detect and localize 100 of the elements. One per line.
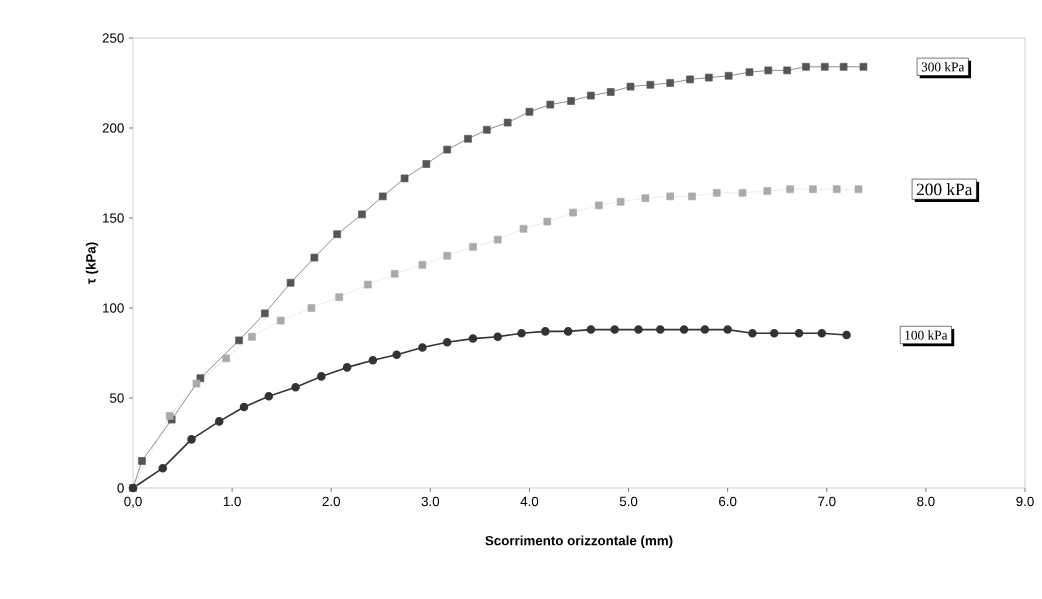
point — [342, 363, 352, 372]
point — [392, 350, 401, 360]
point — [723, 325, 732, 334]
point — [468, 334, 478, 343]
text: 100 kPa — [905, 330, 948, 340]
point — [700, 325, 710, 334]
x-tick-label: 1.0 — [223, 496, 241, 507]
point — [809, 185, 817, 193]
point — [595, 201, 603, 210]
point — [493, 235, 502, 244]
x-tick-label: 4.0 — [520, 496, 539, 507]
point — [368, 355, 378, 365]
point — [493, 332, 502, 342]
point — [763, 187, 772, 195]
x-tick-label: 6.0 — [719, 496, 737, 507]
point — [222, 354, 230, 363]
x-tick-label: 7.0 — [818, 496, 836, 507]
point — [519, 224, 528, 233]
point — [187, 435, 196, 444]
point — [748, 328, 757, 338]
point — [666, 192, 674, 201]
point — [378, 192, 387, 201]
point — [786, 185, 794, 193]
point — [724, 71, 733, 80]
x-tick-label: 2.0 — [322, 496, 340, 507]
point — [517, 328, 526, 338]
point — [418, 343, 427, 352]
point — [854, 185, 863, 193]
point — [469, 242, 477, 251]
point — [820, 62, 829, 71]
x-tick-label: 0,0 — [124, 496, 142, 508]
point — [138, 457, 146, 465]
point — [794, 328, 804, 338]
point — [587, 91, 595, 100]
point — [656, 325, 665, 334]
point — [248, 332, 256, 341]
point — [616, 197, 625, 206]
point — [235, 336, 243, 345]
point — [610, 325, 619, 334]
point — [859, 62, 868, 71]
y-tick-label: 50 — [110, 393, 124, 403]
point — [567, 97, 575, 105]
point — [546, 100, 555, 109]
text: 300 kPa — [921, 62, 965, 72]
point — [400, 174, 409, 183]
point — [646, 80, 655, 89]
point — [422, 160, 431, 168]
point — [239, 402, 249, 412]
y-tick-label: 250 — [102, 33, 124, 43]
text: 200 kPa — [916, 183, 973, 196]
y-axis-title: τ (kPa) — [85, 242, 99, 284]
point — [563, 327, 573, 336]
point — [783, 66, 791, 75]
point — [802, 62, 810, 71]
x-tick-label: 8.0 — [917, 496, 935, 507]
x-tick-label: 5.0 — [619, 496, 638, 507]
point — [543, 217, 552, 226]
x-tick-label: 3.0 — [421, 496, 440, 507]
y-tick-label: 100 — [103, 303, 124, 313]
point — [712, 188, 721, 197]
point — [503, 118, 512, 127]
point — [158, 463, 168, 473]
point — [679, 325, 689, 334]
point — [541, 327, 550, 336]
point — [335, 293, 343, 301]
point — [839, 62, 848, 71]
point — [569, 208, 577, 217]
point — [310, 253, 319, 262]
point — [307, 304, 316, 312]
point — [418, 260, 427, 269]
point — [317, 372, 326, 381]
point — [705, 73, 713, 82]
point — [525, 107, 534, 116]
point — [688, 192, 696, 201]
point — [764, 66, 773, 75]
point — [443, 251, 451, 260]
point — [626, 82, 635, 91]
point — [390, 269, 399, 278]
y-tick-label: 200 — [102, 123, 124, 133]
y-tick-label: 150 — [103, 213, 124, 223]
point — [832, 185, 841, 193]
point — [738, 188, 747, 197]
point — [443, 145, 451, 154]
point — [261, 309, 269, 318]
point — [483, 125, 491, 134]
y-tick-label: 0 — [117, 483, 124, 493]
point — [286, 278, 295, 287]
point — [769, 328, 779, 338]
x-axis-title: Scorrimento orizzontale (mm) — [485, 535, 673, 548]
x-tick-label: 9.0 — [1016, 496, 1034, 507]
point — [641, 194, 650, 202]
point — [842, 330, 851, 340]
point — [333, 230, 341, 238]
point — [817, 328, 827, 338]
point — [606, 88, 615, 96]
point — [745, 68, 754, 76]
point — [442, 337, 452, 347]
point — [686, 75, 694, 84]
point — [634, 325, 643, 334]
point — [276, 316, 285, 325]
